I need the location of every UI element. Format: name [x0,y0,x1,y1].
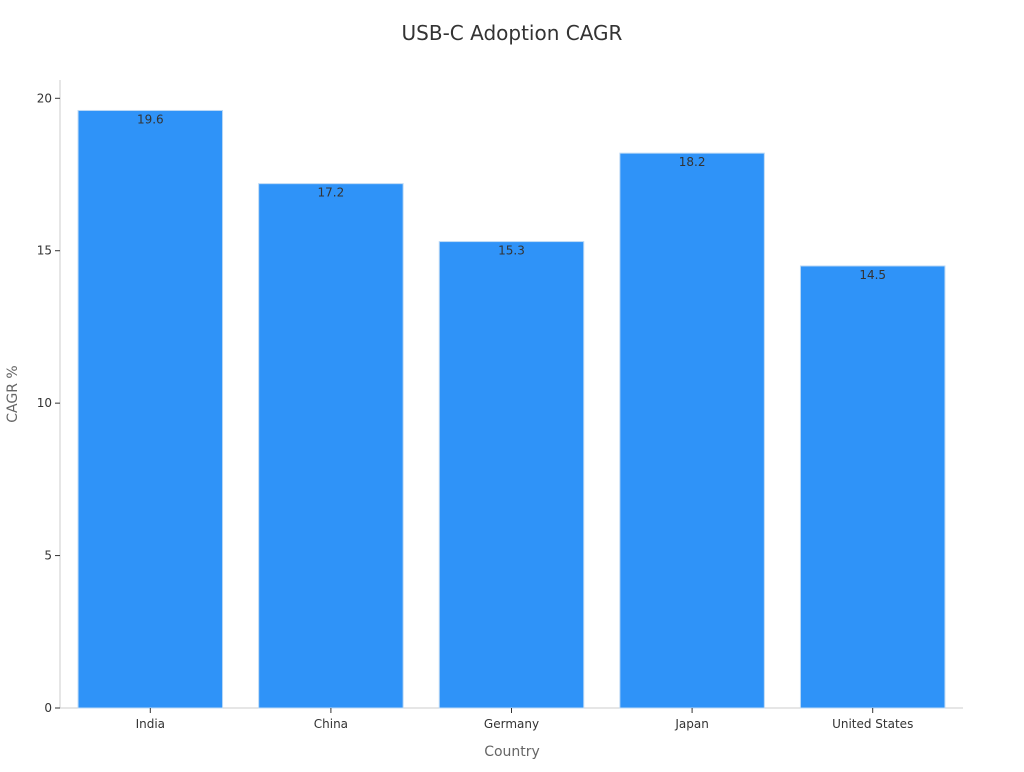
bar-value-label: 18.2 [679,155,706,169]
x-axis-label: Country [484,744,540,760]
bar-value-label: 19.6 [137,112,164,126]
x-tick-label: Japan [674,717,708,731]
x-tick-label: Germany [484,717,539,731]
plot-area: 0 5 10 15 20 19.6 India 17.2 China 15.3 Germany 18.… [37,80,963,731]
y-tick-label: 10 [37,396,52,410]
bar-value-label: 15.3 [498,244,525,258]
y-tick-label: 0 [44,701,52,715]
bar-value-label: 14.5 [859,268,886,282]
bar [619,152,765,709]
y-tick-label: 15 [37,244,52,258]
y-axis-label: CAGR % [5,365,21,422]
bar [438,241,585,709]
bar [77,109,224,709]
bar [799,265,946,709]
y-tick-label: 5 [44,549,52,563]
bar-value-label: 17.2 [318,186,345,200]
y-tick-label: 20 [37,91,52,105]
bar [258,183,404,709]
chart-title: USB-C Adoption CAGR [402,21,623,45]
x-tick-label: India [136,717,165,731]
x-tick-label: United States [832,717,913,731]
x-tick-label: China [314,717,348,731]
